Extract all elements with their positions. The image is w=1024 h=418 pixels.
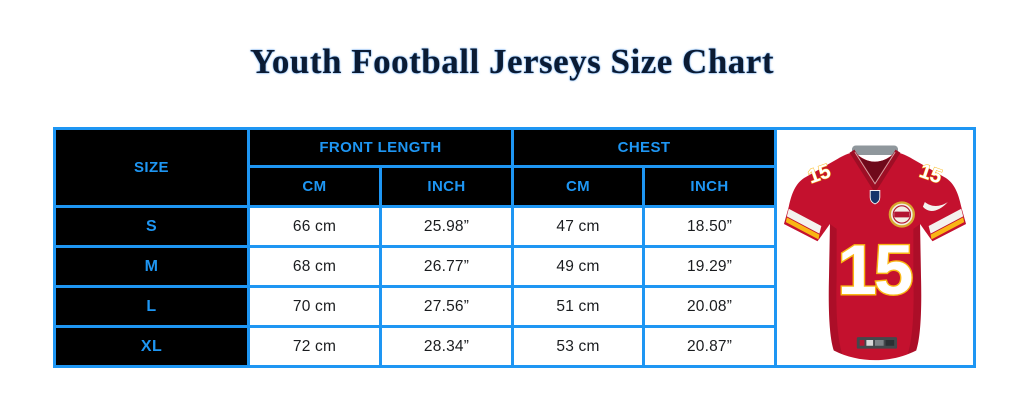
front-length-cm-value: 66 cm (247, 205, 382, 248)
jersey-vneck-opening (855, 153, 895, 185)
jersey-photo: 15 15 15 (777, 133, 973, 363)
chest-cm-value: 51 cm (511, 285, 646, 328)
chest-inch-value: 19.29” (642, 245, 778, 288)
size-chart-table: SIZE FRONT LENGTH CHEST (53, 127, 977, 368)
chest-inch-value: 20.87” (642, 325, 778, 368)
table-row-l: L 70 cm 27.56” 51 cm 20.08” (53, 285, 975, 328)
table-row-s: S 66 cm 25.98” 47 cm 18.50” (53, 205, 975, 248)
jersey-photo-cell: 15 15 15 (774, 127, 977, 368)
chest-inch-value: 18.50” (642, 205, 778, 248)
size-label: L (53, 285, 250, 328)
col-header-front-inch: INCH (378, 165, 515, 208)
jersey-vneck-piping (854, 151, 896, 185)
front-length-cm-value: 68 cm (247, 245, 382, 288)
front-length-cm-value: 70 cm (247, 285, 382, 328)
chest-cm-value: 53 cm (511, 325, 646, 368)
size-label: S (53, 205, 250, 248)
chest-cm-value: 47 cm (511, 205, 646, 248)
chest-cm-value: 49 cm (511, 245, 646, 288)
col-header-chest-inch: INCH (642, 165, 778, 208)
front-length-inch-value: 28.34” (378, 325, 515, 368)
jersey-vneck-trim (849, 149, 901, 190)
jersey-shading-left (828, 223, 843, 354)
col-header-size: SIZE (53, 127, 250, 208)
nfl-shield-icon (869, 189, 881, 204)
size-label: M (53, 245, 250, 288)
swoosh-icon (922, 201, 948, 211)
table-row-xl: XL 72 cm 28.34” 53 cm 20.87” (53, 325, 975, 368)
jock-tag (856, 336, 898, 349)
right-sleeve-stripe-gold (930, 216, 965, 239)
left-sleeve-stripe-white (786, 208, 822, 234)
front-length-inch-value: 27.56” (378, 285, 515, 328)
chest-inch-value: 20.08” (642, 285, 778, 328)
jersey-collar-back (852, 144, 899, 155)
size-label: XL (53, 325, 250, 368)
col-header-front-cm: CM (247, 165, 382, 208)
right-sleeve-stripe-white (928, 208, 964, 234)
jersey-image: 15 15 15 (783, 144, 967, 360)
chest-number: 15 (837, 231, 912, 310)
front-length-cm-value: 72 cm (247, 325, 382, 368)
front-length-inch-value: 25.98” (378, 205, 515, 248)
col-group-chest: CHEST (511, 127, 778, 168)
table-row-m: M 68 cm 26.77” 49 cm 19.29” (53, 245, 975, 288)
front-length-inch-value: 26.77” (378, 245, 515, 288)
left-sleeve-stripe-gold (785, 216, 820, 239)
col-group-front-length: FRONT LENGTH (246, 127, 515, 168)
page-title: Youth Football Jerseys Size Chart (250, 42, 774, 81)
jersey-body (783, 151, 967, 360)
col-header-chest-cm: CM (511, 165, 646, 208)
team-patch-icon (888, 200, 915, 228)
jersey-shading-right (907, 223, 922, 354)
